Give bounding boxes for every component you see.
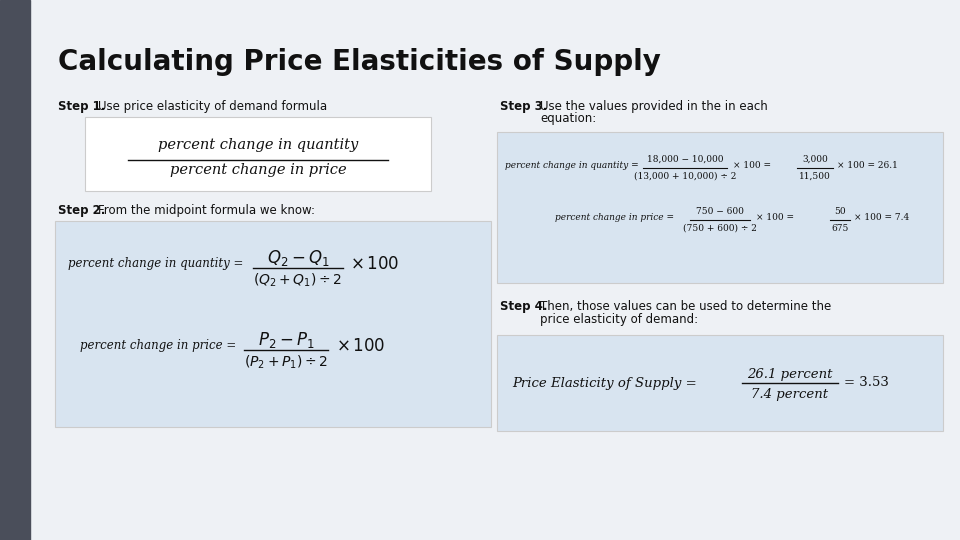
Text: Use the values provided in the in each: Use the values provided in the in each <box>540 100 768 113</box>
Text: (13,000 + 10,000) ÷ 2: (13,000 + 10,000) ÷ 2 <box>634 172 736 181</box>
Text: percent change in quantity: percent change in quantity <box>157 138 358 152</box>
FancyBboxPatch shape <box>55 221 491 427</box>
Text: 50: 50 <box>834 207 846 216</box>
Text: $(Q_2 + Q_1) \div 2$: $(Q_2 + Q_1) \div 2$ <box>253 272 343 289</box>
FancyBboxPatch shape <box>497 132 943 283</box>
Text: $Q_2 - Q_1$: $Q_2 - Q_1$ <box>267 248 329 268</box>
Text: price elasticity of demand:: price elasticity of demand: <box>540 313 698 326</box>
Text: Step 4.: Step 4. <box>500 300 547 313</box>
FancyBboxPatch shape <box>497 335 943 431</box>
Text: percent change in price =: percent change in price = <box>80 340 240 353</box>
Text: 3,000: 3,000 <box>803 155 828 164</box>
FancyBboxPatch shape <box>85 117 431 191</box>
Text: = 3.53: = 3.53 <box>844 376 889 389</box>
Bar <box>0 0 30 540</box>
Text: $(P_2 + P_1) \div 2$: $(P_2 + P_1) \div 2$ <box>244 354 328 372</box>
Text: × 100 =: × 100 = <box>733 160 774 170</box>
Text: Step 3.: Step 3. <box>500 100 547 113</box>
Text: 7.4 percent: 7.4 percent <box>752 388 828 401</box>
Text: equation:: equation: <box>540 112 596 125</box>
Text: percent change in price: percent change in price <box>170 163 347 177</box>
Text: $P_2 - P_1$: $P_2 - P_1$ <box>257 330 314 350</box>
Text: $\times\,100$: $\times\,100$ <box>336 337 385 355</box>
Text: × 100 =: × 100 = <box>756 213 797 221</box>
Text: × 100 = 26.1: × 100 = 26.1 <box>837 160 898 170</box>
Text: 675: 675 <box>831 224 849 233</box>
Text: Calculating Price Elasticities of Supply: Calculating Price Elasticities of Supply <box>58 48 660 76</box>
Text: Step 2.: Step 2. <box>58 204 106 217</box>
Text: Price Elasticity of Supply =: Price Elasticity of Supply = <box>512 376 701 389</box>
Text: percent change in price =: percent change in price = <box>555 213 677 221</box>
Text: 11,500: 11,500 <box>799 172 830 181</box>
Text: From the midpoint formula we know:: From the midpoint formula we know: <box>98 204 315 217</box>
Text: Then, those values can be used to determine the: Then, those values can be used to determ… <box>540 300 831 313</box>
Text: × 100 = 7.4: × 100 = 7.4 <box>854 213 909 221</box>
Text: percent change in quantity =: percent change in quantity = <box>505 160 641 170</box>
Text: 26.1 percent: 26.1 percent <box>747 368 832 381</box>
Text: (750 + 600) ÷ 2: (750 + 600) ÷ 2 <box>684 224 756 233</box>
Text: $\times\,100$: $\times\,100$ <box>350 255 399 273</box>
Text: 750 − 600: 750 − 600 <box>696 207 744 216</box>
Text: 18,000 − 10,000: 18,000 − 10,000 <box>647 155 723 164</box>
Text: Use price elasticity of demand formula: Use price elasticity of demand formula <box>98 100 327 113</box>
Text: percent change in quantity =: percent change in quantity = <box>68 258 247 271</box>
Text: Step 1.: Step 1. <box>58 100 106 113</box>
